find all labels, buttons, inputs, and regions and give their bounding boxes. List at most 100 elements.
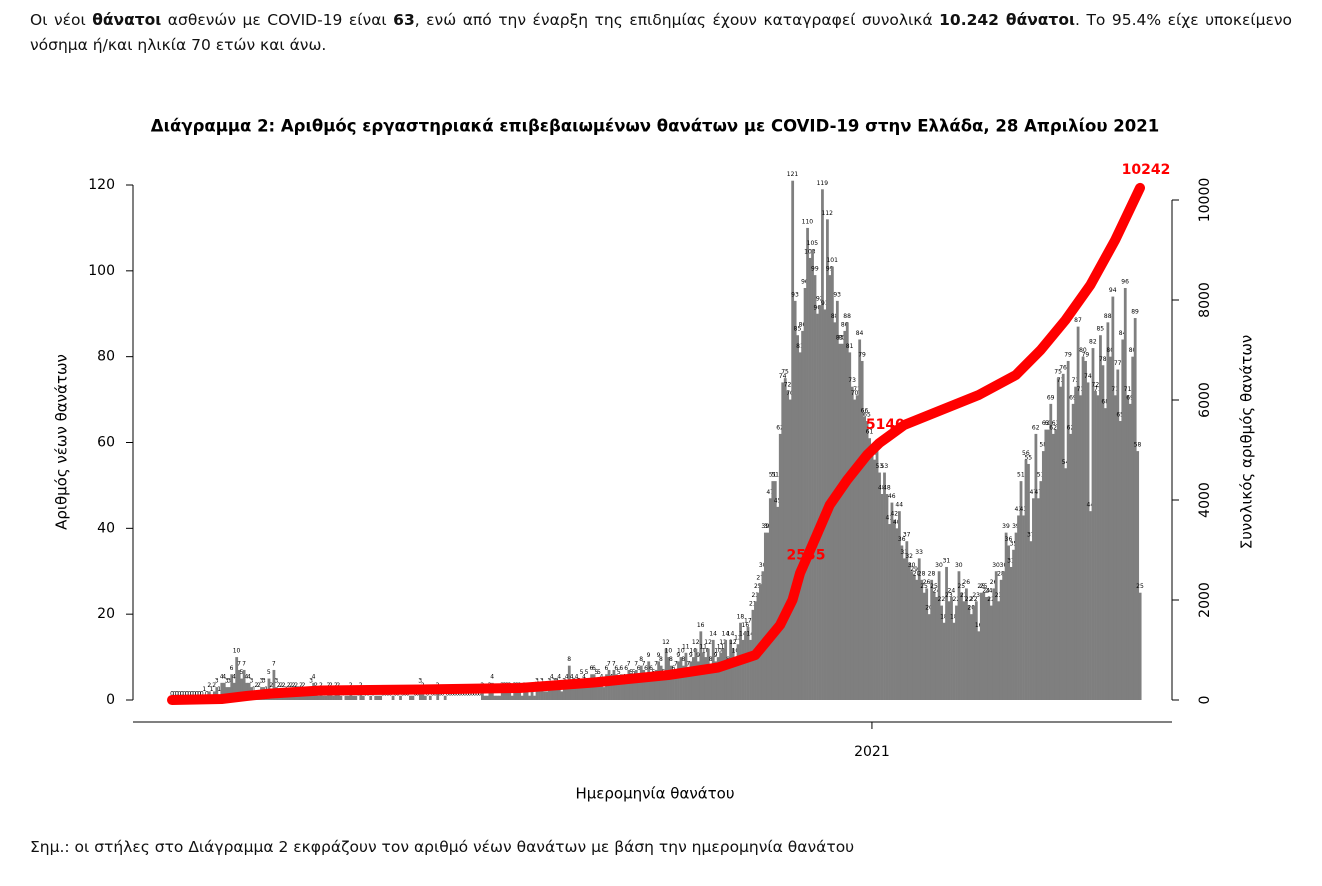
bar-label: 96 xyxy=(801,279,809,286)
bar xyxy=(791,180,795,701)
bar-label: 45 xyxy=(774,497,782,504)
bar xyxy=(729,639,733,700)
bar xyxy=(639,665,643,700)
bar-label: 3 xyxy=(227,678,231,685)
bar-label: 11 xyxy=(682,643,690,650)
bar xyxy=(540,687,544,700)
bar-label: 0 xyxy=(468,691,472,698)
y-tick-label: 40 xyxy=(97,520,115,536)
bar xyxy=(1126,395,1130,700)
y2-tick-label: 10000 xyxy=(1197,178,1213,223)
bar-label: 69 xyxy=(1126,394,1134,401)
bar xyxy=(1002,571,1006,700)
bar-label: 88 xyxy=(1104,313,1112,320)
bar xyxy=(833,322,837,700)
bar xyxy=(726,665,730,700)
bar xyxy=(1096,395,1100,700)
bar-label: 39 xyxy=(761,523,769,530)
bar xyxy=(523,691,526,700)
bar-label: 69 xyxy=(1047,394,1055,401)
bar-label: 28 xyxy=(913,570,921,577)
bar-label: 6 xyxy=(230,665,234,672)
x-axis-label: Ημερομηνία θανάτου xyxy=(575,785,734,803)
bar-label: 5 xyxy=(629,669,633,676)
bar xyxy=(900,545,904,700)
chart-title: Διάγραμμα 2: Αριθμός εργαστηριακά επιβεβ… xyxy=(151,117,1159,136)
bar-label: 4 xyxy=(245,673,249,680)
bar-label: 9 xyxy=(696,652,700,659)
bar xyxy=(565,682,569,700)
bar xyxy=(672,674,675,700)
bar-label: 0 xyxy=(460,691,464,698)
bar-label: 62 xyxy=(1032,424,1040,431)
bar-label: 12 xyxy=(719,639,727,646)
bar xyxy=(793,300,797,700)
bar xyxy=(691,657,695,700)
bar xyxy=(602,687,606,700)
bar-label: 89 xyxy=(1131,309,1139,316)
bar xyxy=(1066,360,1070,700)
bar xyxy=(982,592,986,700)
bar xyxy=(361,695,365,700)
bar-label: 39 xyxy=(1012,523,1020,530)
bar xyxy=(920,579,924,700)
bar-label: 8 xyxy=(567,656,571,663)
bar xyxy=(409,695,412,700)
bar xyxy=(652,678,656,700)
bar-label: 17 xyxy=(744,618,752,625)
y-tick-label: 120 xyxy=(88,177,115,193)
bar xyxy=(1111,296,1115,700)
bar xyxy=(696,661,700,700)
bar xyxy=(1118,421,1122,700)
bar xyxy=(902,558,906,700)
bar-label: 4 xyxy=(550,673,554,680)
bar-label: 12 xyxy=(729,639,737,646)
bar-label: 14 xyxy=(746,630,754,637)
bar-label: 8 xyxy=(669,656,673,663)
bar-label: 94 xyxy=(1109,287,1117,294)
bar xyxy=(997,601,1001,700)
bar-label: 23 xyxy=(995,592,1003,599)
bar xyxy=(895,528,899,700)
bar-label: 4 xyxy=(490,673,494,680)
bar xyxy=(1017,515,1020,700)
y-tick-label: 20 xyxy=(97,606,115,622)
bar xyxy=(597,678,601,700)
bar-label: 10 xyxy=(689,648,697,655)
bar xyxy=(826,219,829,701)
bar xyxy=(508,691,512,700)
bar-label: 0 xyxy=(478,691,482,698)
bar xyxy=(359,691,363,700)
bar xyxy=(376,695,380,700)
bar-label: 3 xyxy=(225,678,229,685)
bar-label: 3 xyxy=(540,678,544,685)
bar xyxy=(220,682,224,700)
bar xyxy=(682,665,685,700)
bar xyxy=(498,695,502,700)
intro-run: θάνατοι xyxy=(92,11,162,29)
bar-label: 0 xyxy=(456,691,460,698)
bar-label: 30 xyxy=(955,562,963,569)
bar-label: 4 xyxy=(232,673,236,680)
bar xyxy=(324,695,328,700)
bar-label: 2 xyxy=(319,682,323,689)
bar xyxy=(1046,429,1050,700)
bar xyxy=(1086,382,1090,700)
bar xyxy=(1136,451,1140,700)
bar-label: 5 xyxy=(597,669,601,676)
bar xyxy=(749,639,752,700)
bar-label: 16 xyxy=(975,622,983,629)
bar-label: 70 xyxy=(851,390,859,397)
bar xyxy=(838,343,842,700)
bar-label: 0 xyxy=(465,691,469,698)
bar-label: 110 xyxy=(802,218,814,225)
bar xyxy=(873,459,876,700)
bar xyxy=(1024,459,1028,700)
bar-label: 80 xyxy=(1079,347,1087,354)
line-annotation: 2535 xyxy=(786,547,825,563)
bar-label: 0 xyxy=(453,691,457,698)
bar xyxy=(912,575,916,700)
bar xyxy=(1054,429,1058,700)
bar xyxy=(545,691,549,700)
bar-label: 4 xyxy=(575,673,579,680)
